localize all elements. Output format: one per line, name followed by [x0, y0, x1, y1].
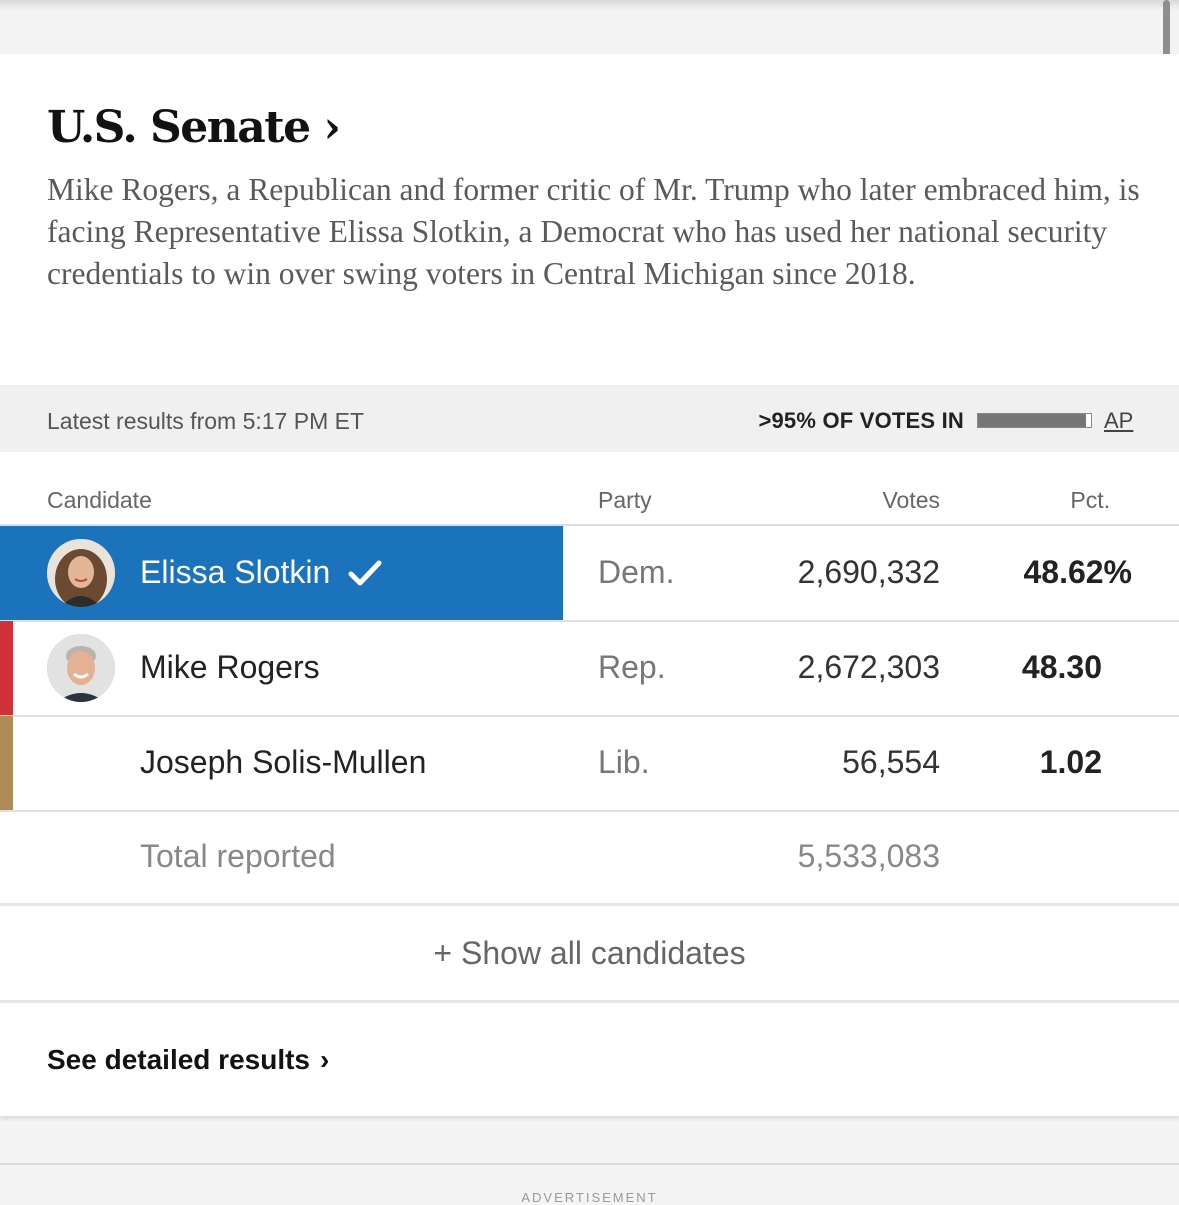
show-all-candidates-button[interactable]: + Show all candidates: [433, 935, 746, 971]
winner-check-icon: [348, 560, 382, 586]
column-header-votes: Votes: [882, 487, 940, 513]
last-updated: Latest results from 5:17 PM ET: [47, 408, 365, 434]
advertisement-label: ADVERTISEMENT: [521, 1190, 658, 1205]
progress-fill: [978, 414, 1087, 427]
votes-in-label: >95% OF VOTES IN: [758, 408, 964, 433]
candidate-pct: 48.30: [1021, 649, 1102, 685]
votes-in-progress-bar: [977, 413, 1092, 428]
candidate-votes: 2,690,332: [797, 554, 940, 590]
divider: [0, 903, 1179, 906]
candidate-photo: [47, 539, 115, 607]
candidate-pct: 1.02: [1039, 744, 1102, 780]
candidate-name: Elissa Slotkin: [140, 554, 331, 590]
detail-link-label: See detailed results: [47, 1044, 311, 1075]
divider: [0, 1163, 1179, 1165]
header-divider: [0, 524, 1179, 526]
candidate-pct: 48.62%: [1023, 554, 1132, 590]
candidate-party: Lib.: [598, 744, 650, 780]
results-status-bar: Latest results from 5:17 PM ET >95% OF V…: [0, 385, 1179, 452]
candidate-party: Dem.: [598, 554, 675, 590]
candidate-votes: 56,554: [842, 744, 940, 780]
divider: [0, 1000, 1179, 1003]
column-header-party: Party: [598, 487, 652, 513]
race-card: U.S. Senate › Mike Rogers, a Republican …: [0, 54, 1179, 1116]
race-description: Mike Rogers, a Republican and former cri…: [47, 172, 1140, 291]
source-link[interactable]: AP: [1104, 408, 1134, 433]
total-reported-votes: 5,533,083: [797, 838, 940, 874]
column-header-pct: Pct.: [1070, 487, 1110, 513]
candidate-name: Mike Rogers: [140, 649, 320, 685]
table-row: Joseph Solis-Mullen Lib. 56,554 1.02: [0, 716, 1179, 812]
candidate-party: Rep.: [598, 649, 666, 685]
party-color-stripe: [0, 621, 13, 715]
party-color-stripe: [0, 716, 13, 810]
candidate-photo: [47, 634, 115, 702]
race-title-link[interactable]: U.S. Senate ›: [47, 102, 341, 153]
total-reported-label: Total reported: [140, 838, 336, 874]
candidate-votes: 2,672,303: [797, 649, 940, 685]
see-detailed-results-link[interactable]: See detailed results ›: [47, 1044, 329, 1076]
chevron-right-icon: ›: [320, 1044, 330, 1075]
candidate-name: Joseph Solis-Mullen: [140, 744, 427, 780]
top-band: [0, 0, 1179, 54]
table-row: Elissa Slotkin Dem. 2,690,332 48.62%: [0, 526, 1179, 622]
column-header-candidate: Candidate: [47, 487, 152, 513]
table-row: Mike Rogers Rep. 2,672,303 48.30: [0, 621, 1179, 717]
